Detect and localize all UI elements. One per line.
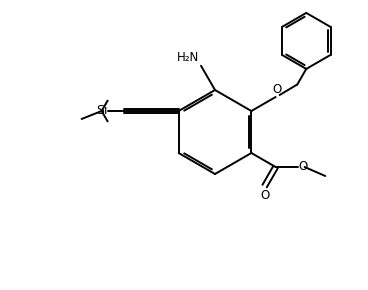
Text: O: O (298, 160, 308, 173)
Text: O: O (272, 83, 281, 96)
Text: O: O (260, 189, 269, 202)
Text: H₂N: H₂N (177, 51, 199, 64)
Text: Si: Si (96, 104, 107, 117)
